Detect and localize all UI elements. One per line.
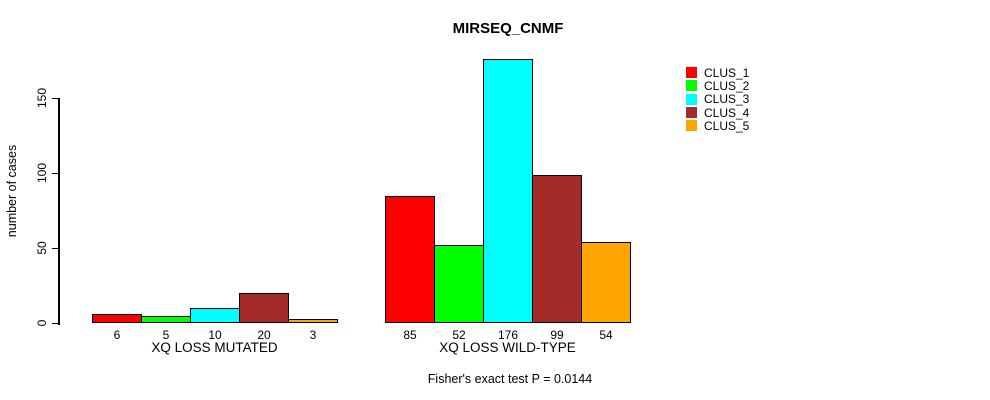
legend-row: CLUS_5 <box>686 119 749 132</box>
bar-clus_4 <box>239 293 289 323</box>
legend-label: CLUS_4 <box>704 105 750 120</box>
legend-swatch-clus_3 <box>686 93 697 105</box>
bar-clus_3 <box>190 308 240 323</box>
bar-clus_3 <box>483 59 533 323</box>
bar-clus_2 <box>141 315 191 323</box>
y-axis-tick <box>52 247 59 249</box>
bar-clus_5 <box>581 242 631 323</box>
bar-value-label: 6 <box>113 328 121 342</box>
legend-row: CLUS_1 <box>686 66 749 79</box>
legend: CLUS_1 CLUS_2 CLUS_3 CLUS_4 CLUS_5 <box>686 66 749 132</box>
bar-value-label: 176 <box>497 328 519 342</box>
bar-clus_5 <box>288 318 338 323</box>
bar-clus_2 <box>434 245 484 323</box>
bar-value-label: 54 <box>599 328 613 342</box>
legend-row: CLUS_4 <box>686 106 749 119</box>
bar-value-label: 5 <box>162 328 170 342</box>
bar-value-label: 3 <box>309 328 317 342</box>
bar-clus_4 <box>532 174 582 323</box>
legend-swatch-clus_1 <box>686 67 697 79</box>
legend-swatch-clus_2 <box>686 80 697 92</box>
x-group-label: XQ LOSS MUTATED <box>151 340 278 355</box>
x-group-label: XQ LOSS WILD-TYPE <box>439 340 576 355</box>
bar-value-label: 10 <box>208 328 222 342</box>
legend-label: CLUS_5 <box>704 118 750 133</box>
bar-value-label: 20 <box>257 328 271 342</box>
legend-row: CLUS_2 <box>686 79 749 92</box>
bar-value-label: 85 <box>403 328 417 342</box>
y-axis-tick <box>52 97 59 99</box>
chart-title: MIRSEQ_CNMF <box>452 20 564 37</box>
bar-clus_1 <box>385 195 435 323</box>
legend-row: CLUS_3 <box>686 93 749 106</box>
legend-label: CLUS_2 <box>704 78 750 93</box>
y-axis-line <box>58 98 60 325</box>
legend-swatch-clus_4 <box>686 107 697 119</box>
bar-value-label: 99 <box>550 328 564 342</box>
y-axis-tick-label: 150 <box>35 87 49 109</box>
legend-swatch-clus_5 <box>686 120 697 132</box>
y-axis-tick-label: 100 <box>35 162 49 184</box>
legend-label: CLUS_1 <box>704 65 750 80</box>
bar-value-label: 52 <box>452 328 466 342</box>
y-axis-tick-label: 50 <box>35 241 49 255</box>
legend-label: CLUS_3 <box>704 92 750 107</box>
bar-clus_1 <box>92 314 142 323</box>
fisher-test-note: Fisher's exact test P = 0.0144 <box>427 372 593 386</box>
y-axis-tick-label: 0 <box>35 319 49 327</box>
y-axis-tick <box>52 172 59 174</box>
y-axis-tick <box>52 322 59 324</box>
